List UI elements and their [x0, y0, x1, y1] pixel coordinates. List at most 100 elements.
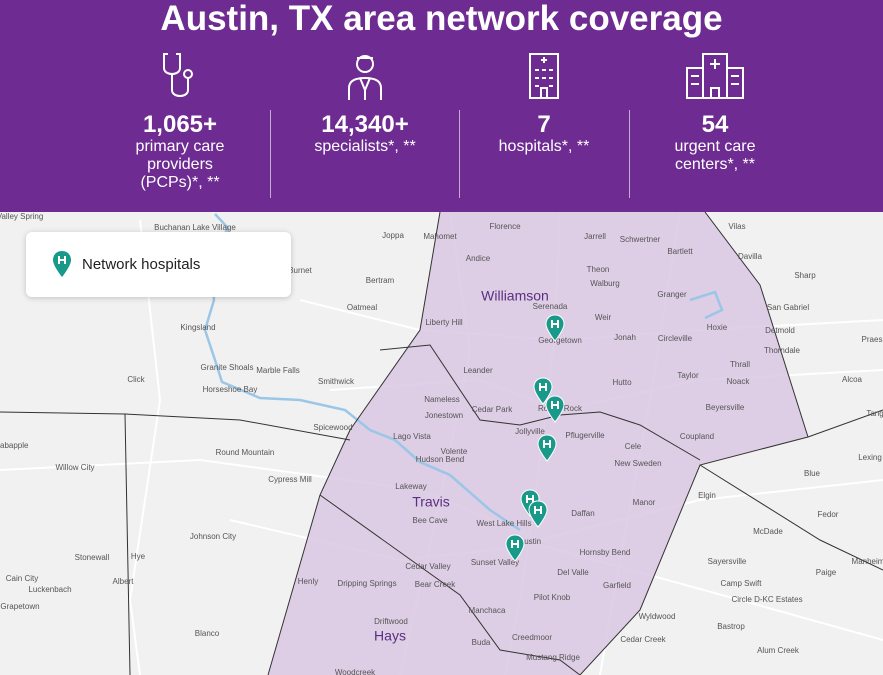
- place-label: Jonah: [614, 333, 636, 342]
- place-label: Hoxie: [707, 323, 728, 332]
- header: Austin, TX area network coverage 1,065+ …: [0, 0, 883, 212]
- stat-label: urgent care centers*, **: [674, 138, 756, 173]
- hospital-icon: [529, 53, 559, 99]
- pin-shape: [537, 434, 557, 462]
- place-label: Pilot Knob: [534, 593, 571, 602]
- place-label: Hye: [131, 552, 146, 561]
- place-label: Florence: [489, 222, 521, 231]
- place-label: Theon: [587, 265, 610, 274]
- county-borders: [0, 212, 883, 675]
- divider: [459, 110, 460, 198]
- place-label: Bear Creek: [415, 580, 456, 589]
- place-label: Lakeway: [395, 482, 427, 491]
- place-label: Cedar Creek: [620, 635, 666, 644]
- place-label: Buchanan Lake Village: [154, 223, 236, 232]
- place-label: Del Valle: [557, 568, 589, 577]
- place-label: Liberty Hill: [425, 318, 463, 327]
- place-label: Burnet: [288, 266, 312, 275]
- pin-shape: [505, 534, 525, 562]
- stethoscope-icon: [163, 53, 193, 97]
- pin-h: [551, 401, 559, 409]
- place-label: Granite Shoals: [201, 363, 254, 372]
- place-label: Sharp: [794, 271, 816, 280]
- place-label: Cele: [625, 442, 642, 451]
- place-label: Valley Spring: [0, 212, 43, 221]
- pin-h: [539, 383, 547, 391]
- place-label: Austin: [519, 537, 541, 546]
- place-label: Woodcreek: [335, 668, 376, 675]
- pin-h: [526, 495, 534, 503]
- place-label: Tang: [866, 409, 883, 418]
- hospital-pin: [545, 395, 565, 423]
- place-label: Joppa: [382, 231, 404, 240]
- place-label: Beyersville: [706, 403, 745, 412]
- place-label: Manchaca: [469, 606, 506, 615]
- place-label: Elgin: [698, 491, 716, 500]
- place-label: Blue: [804, 469, 821, 478]
- place-label: Creedmoor: [512, 633, 552, 642]
- place-label: Camp Swift: [721, 579, 763, 588]
- place-label: Grapetown: [0, 602, 39, 611]
- place-label: Mustang Ridge: [526, 653, 580, 662]
- place-label: Luckenbach: [28, 585, 71, 594]
- county-label: Travis: [412, 494, 450, 510]
- place-label: Granger: [657, 290, 687, 299]
- stat-label: primary care providers (PCPs)*, **: [135, 138, 225, 191]
- stat: 54 urgent care centers*, **: [645, 50, 785, 174]
- place-label: West Lake Hills: [477, 519, 532, 528]
- place-label: Jollyville: [515, 427, 545, 436]
- place-label: Blanco: [195, 629, 220, 638]
- place-label: Schwertner: [620, 235, 661, 244]
- place-label: Willow City: [55, 463, 94, 472]
- place-label: Spicewood: [313, 423, 352, 432]
- place-label: Bertram: [366, 276, 395, 285]
- hospital-pins: [505, 314, 565, 562]
- urgent-care-icon: [686, 53, 744, 99]
- hospital-pin: [528, 500, 548, 528]
- hospital-pin: [505, 534, 525, 562]
- place-label: Jarrell: [584, 232, 606, 241]
- place-label: Walburg: [590, 279, 620, 288]
- legend: Network hospitals: [26, 232, 291, 297]
- place-label: Cypress Mill: [268, 475, 312, 484]
- place-label: Cedar Valley: [405, 562, 450, 571]
- pin-h: [543, 440, 551, 448]
- pin-shape: [545, 395, 565, 423]
- place-label: Henly: [298, 577, 318, 586]
- place-label: Weir: [595, 313, 612, 322]
- place-label: Buda: [472, 638, 491, 647]
- stat: 1,065+ primary care providers (PCPs)*, *…: [90, 50, 270, 192]
- map: Williamson Travis Hays Valley Spring Buchana…: [0, 212, 883, 675]
- place-label: Bartlett: [667, 247, 693, 256]
- place-label: Marble Falls: [256, 366, 300, 375]
- place-label: Stonewall: [75, 553, 110, 562]
- place-label: Noack: [727, 377, 751, 386]
- place-label: Nameless: [424, 395, 460, 404]
- place-label: Hornsby Bend: [580, 548, 631, 557]
- place-label: San Gabriel: [767, 303, 809, 312]
- place-label: Leander: [463, 366, 493, 375]
- place-label: New Sweden: [614, 459, 661, 468]
- place-label: Praes: [862, 335, 883, 344]
- doctor-icon: [348, 55, 382, 100]
- place-label: Pflugerville: [565, 431, 605, 440]
- hospital-pin: [545, 314, 565, 342]
- pin-shape: [533, 377, 553, 405]
- place-label: Mahomet: [423, 232, 457, 241]
- place-label: Cain City: [6, 574, 38, 583]
- place-label: Hudson Bend: [416, 455, 464, 464]
- place-label: Davilla: [738, 252, 763, 261]
- place-label: Round Mountain: [216, 448, 275, 457]
- place-label: Sayersville: [708, 557, 747, 566]
- legend-label: Network hospitals: [82, 256, 201, 273]
- place-label: Sunset Valley: [471, 558, 519, 567]
- place-label: Albert: [113, 577, 135, 586]
- stat-label: hospitals*, **: [498, 138, 590, 155]
- place-label: Lago Vista: [393, 432, 431, 441]
- place-label: Manor: [633, 498, 656, 507]
- place-label: Jonestown: [425, 411, 463, 420]
- place-label: Horseshoe Bay: [203, 385, 258, 394]
- place-label: Johnson City: [190, 532, 236, 541]
- place-label: Alum Creek: [757, 646, 800, 655]
